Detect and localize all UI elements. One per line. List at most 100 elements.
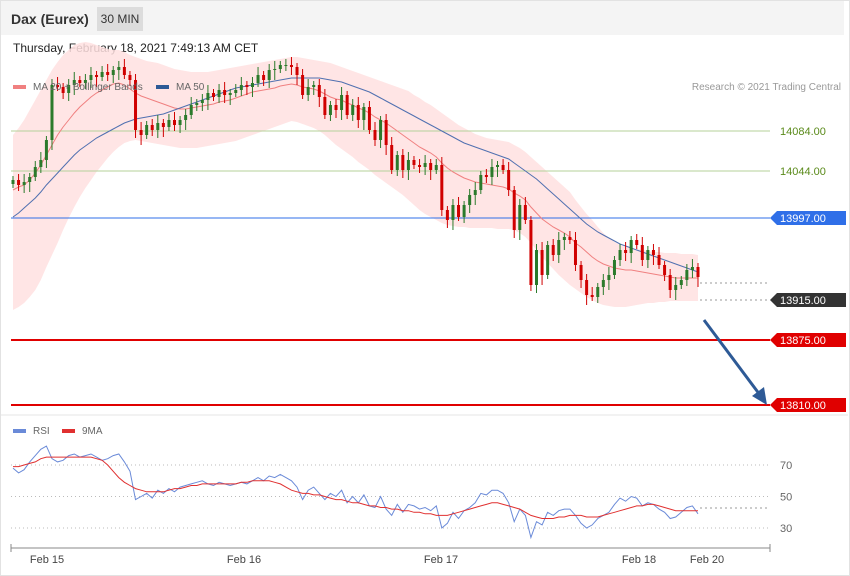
legend-label: RSI xyxy=(33,426,50,437)
rsi-9ma-line xyxy=(13,456,698,519)
candle xyxy=(295,67,299,75)
candle xyxy=(11,180,15,184)
candle xyxy=(306,87,310,95)
candle xyxy=(28,177,32,182)
candle xyxy=(696,267,700,277)
candle xyxy=(56,85,60,87)
forecast-arrowhead xyxy=(752,387,767,405)
x-tick-label: Feb 17 xyxy=(424,554,458,566)
candle xyxy=(184,115,188,120)
candle xyxy=(518,205,522,230)
candle xyxy=(273,69,277,70)
level-label: 13875.00 xyxy=(780,335,826,347)
candle xyxy=(395,155,399,170)
candle xyxy=(106,72,110,75)
candle xyxy=(657,255,661,265)
candle xyxy=(674,285,678,290)
candle xyxy=(618,250,622,260)
candle xyxy=(223,90,227,95)
candle xyxy=(122,67,126,75)
ma20-line xyxy=(12,82,698,279)
candle xyxy=(484,175,488,177)
candle xyxy=(284,65,288,66)
candle xyxy=(568,237,572,240)
rsi-tick-label: 30 xyxy=(780,523,792,535)
candle xyxy=(156,123,160,130)
candle xyxy=(406,160,410,170)
legend-swatch xyxy=(13,85,26,89)
candle xyxy=(211,93,215,97)
timeframe-button[interactable]: 30 MIN xyxy=(97,7,143,31)
legend-label: MA 20 + Bollinger Bands xyxy=(33,82,143,93)
candle xyxy=(173,120,177,125)
candle xyxy=(585,280,589,295)
rsi-line xyxy=(12,445,699,540)
candle xyxy=(679,280,683,285)
candle xyxy=(573,240,577,265)
candle xyxy=(134,80,138,130)
candle xyxy=(22,182,26,185)
level-tag xyxy=(770,211,846,225)
candle xyxy=(663,265,667,275)
candle xyxy=(373,130,377,140)
candle xyxy=(100,72,104,77)
candle xyxy=(340,95,344,110)
candle xyxy=(161,123,165,127)
candle xyxy=(579,265,583,280)
candle xyxy=(440,165,444,210)
candle xyxy=(523,205,527,220)
candle xyxy=(317,85,321,97)
legend-label: 9MA xyxy=(82,426,103,437)
candle xyxy=(78,80,82,83)
candle xyxy=(412,160,416,165)
candle xyxy=(234,90,238,93)
candle xyxy=(479,175,483,190)
level-tag xyxy=(770,293,846,307)
candle xyxy=(367,107,371,130)
candle xyxy=(50,85,54,140)
candle xyxy=(512,190,516,230)
candle xyxy=(250,83,254,87)
candle xyxy=(44,140,48,160)
candle xyxy=(33,167,37,177)
candle xyxy=(540,250,544,275)
candle xyxy=(562,237,566,240)
candle xyxy=(117,67,121,70)
legend-swatch xyxy=(62,429,75,433)
candle xyxy=(546,245,550,275)
legend-label: MA 50 xyxy=(176,82,205,93)
candle xyxy=(668,275,672,290)
candle xyxy=(362,107,366,120)
level-label: 13810.00 xyxy=(780,400,826,412)
candle xyxy=(289,65,293,67)
candle xyxy=(690,267,694,270)
candle xyxy=(72,80,76,85)
candle xyxy=(379,120,383,140)
candle xyxy=(590,295,594,297)
candle xyxy=(206,93,210,100)
level-label: 13915.00 xyxy=(780,295,826,307)
candle xyxy=(351,105,355,115)
credit-text: Research © 2021 Trading Central xyxy=(692,82,841,93)
candle xyxy=(312,85,316,87)
ma50-line xyxy=(12,77,699,273)
candle xyxy=(334,105,338,110)
legend-swatch xyxy=(13,429,26,433)
candle xyxy=(423,163,427,167)
candle xyxy=(83,80,87,83)
candle xyxy=(195,103,199,105)
x-tick-label: Feb 16 xyxy=(227,554,261,566)
candle xyxy=(67,85,71,93)
candle xyxy=(228,93,232,95)
candle xyxy=(551,245,555,255)
candle xyxy=(150,125,154,130)
candle xyxy=(501,165,505,170)
candle xyxy=(434,165,438,170)
candle xyxy=(457,205,461,217)
candle xyxy=(239,85,243,90)
candle xyxy=(607,275,611,280)
candle xyxy=(557,240,561,255)
candle xyxy=(17,180,21,185)
candle xyxy=(490,167,494,177)
